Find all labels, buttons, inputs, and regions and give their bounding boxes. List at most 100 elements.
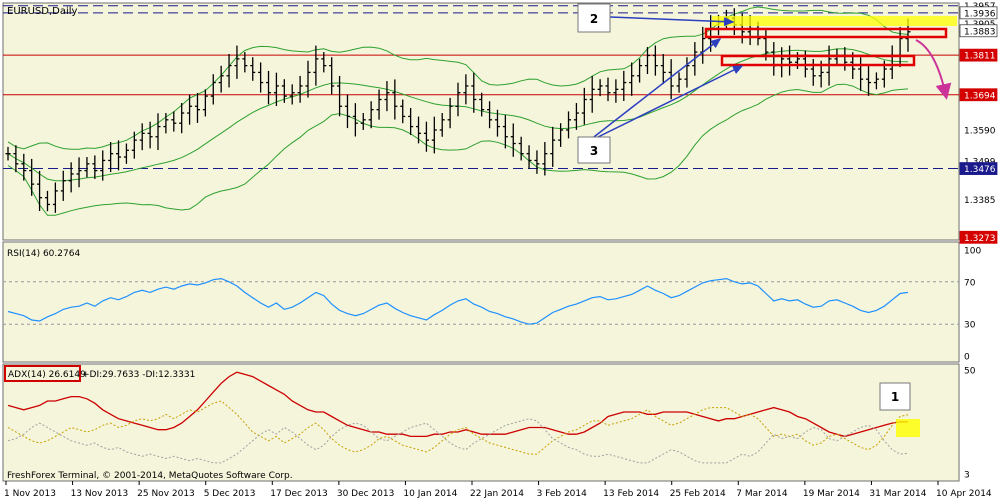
price-bar <box>644 47 650 75</box>
price-bar <box>313 45 319 86</box>
main-panel[interactable] <box>2 2 960 241</box>
price-bar <box>116 140 122 171</box>
price-bar <box>179 103 185 134</box>
price-bar <box>873 72 879 90</box>
time-label: 13 Feb 2014 <box>603 489 659 499</box>
price-bar <box>352 103 358 137</box>
bollinger-lower <box>7 83 909 216</box>
red-box-lower <box>720 54 916 67</box>
adx-highlight-yellow <box>896 419 920 437</box>
price-label-box <box>959 230 998 244</box>
time-label: 1 Nov 2013 <box>4 489 56 499</box>
price-bar <box>526 145 532 169</box>
price-bar <box>431 116 437 154</box>
price-bar <box>210 74 216 105</box>
rsi-tick-label: 0 <box>964 353 970 363</box>
price-label: 1.3385 <box>964 196 996 206</box>
price-bar <box>250 57 256 81</box>
price-bar <box>344 94 350 129</box>
time-axis: 1 Nov 2013 13 Nov 2013 25 Nov 2013 5 Dec 20… <box>4 481 992 499</box>
price-bar <box>131 131 137 159</box>
price-bar <box>337 75 343 117</box>
adx-panel[interactable] <box>2 363 960 482</box>
price-bar <box>558 123 564 147</box>
price-bar <box>416 116 422 144</box>
arrow-3-upper <box>589 38 722 141</box>
rsi-series: 0 30 70 100 <box>3 247 981 363</box>
price-bar <box>676 72 682 93</box>
price-bar <box>171 111 177 132</box>
price-bar <box>471 72 477 113</box>
rsi-tick-label: 70 <box>964 278 976 288</box>
price-bar <box>273 72 279 106</box>
copyright-text: FreshForex Terminal, © 2001-2014, MetaQu… <box>7 471 293 481</box>
price-bar <box>5 146 11 161</box>
time-label: 10 Apr 2014 <box>936 489 992 499</box>
adx-tick-label: 3 <box>964 471 970 481</box>
rsi-line <box>7 277 909 325</box>
rsi-tick-label: 30 <box>964 321 976 331</box>
price-bar <box>810 58 816 86</box>
price-bars <box>5 8 911 213</box>
rsi-tick-label: 100 <box>964 247 981 257</box>
price-bar <box>234 45 240 79</box>
price-bar <box>502 114 508 149</box>
price-bar <box>266 70 272 105</box>
price-bar <box>360 113 366 130</box>
price-bar <box>163 113 169 134</box>
price-label: 1.3590 <box>964 126 996 136</box>
price-bar <box>100 150 106 181</box>
price-label: 1.3883 <box>964 27 996 37</box>
price-bar <box>494 109 500 137</box>
price-bar <box>439 113 445 137</box>
price-bar <box>384 81 390 112</box>
arrow-2-to-resistance <box>609 16 735 27</box>
price-bar <box>329 57 335 95</box>
price-label-box <box>959 24 998 38</box>
adx-di-values: +DI:29.7633 -DI:12.3331 <box>82 370 195 380</box>
magenta-forecast-arrow <box>915 39 952 100</box>
price-label: 1.3476 <box>964 165 996 175</box>
price-bar <box>155 113 161 151</box>
price-bar <box>258 62 264 93</box>
price-bar <box>629 62 635 96</box>
price-bar <box>305 60 311 98</box>
price-bar <box>566 111 572 139</box>
di-minus-line <box>7 418 909 464</box>
price-bar <box>613 79 619 103</box>
price-bar <box>242 52 248 73</box>
price-bar <box>542 142 548 176</box>
rsi-panel[interactable] <box>2 241 960 363</box>
price-bar <box>550 126 556 167</box>
price-bar <box>510 123 516 157</box>
price-bar <box>487 101 493 129</box>
price-axis: 1.39571.39361.39051.38831.38111.36941.35… <box>959 2 998 244</box>
callout-3-label: 3 <box>590 144 598 158</box>
price-bar <box>518 136 524 161</box>
price-bar <box>52 182 58 213</box>
time-label: 30 Dec 2013 <box>337 489 395 499</box>
time-label: 5 Dec 2013 <box>204 489 256 499</box>
price-bar <box>123 143 129 164</box>
price-bar <box>423 121 429 152</box>
red-box-upper <box>704 27 948 39</box>
price-bar <box>13 145 19 173</box>
price-bar <box>68 162 74 193</box>
price-bar <box>787 45 793 76</box>
price-bar <box>660 53 666 85</box>
price-label: 1.3273 <box>964 234 996 244</box>
price-bar <box>368 101 374 129</box>
price-bar <box>226 53 232 88</box>
price-bar <box>589 76 595 113</box>
time-label: 25 Nov 2013 <box>137 489 195 499</box>
price-bar <box>581 87 587 125</box>
price-bar <box>866 65 872 96</box>
price-bar <box>60 170 66 201</box>
time-label: 31 Mar 2014 <box>869 489 926 499</box>
price-label: 1.3936 <box>964 9 996 19</box>
price-bar <box>289 84 295 105</box>
price-label-box <box>959 88 998 102</box>
yellow-resistance-zone <box>712 16 957 26</box>
time-label: 7 Mar 2014 <box>736 489 788 499</box>
